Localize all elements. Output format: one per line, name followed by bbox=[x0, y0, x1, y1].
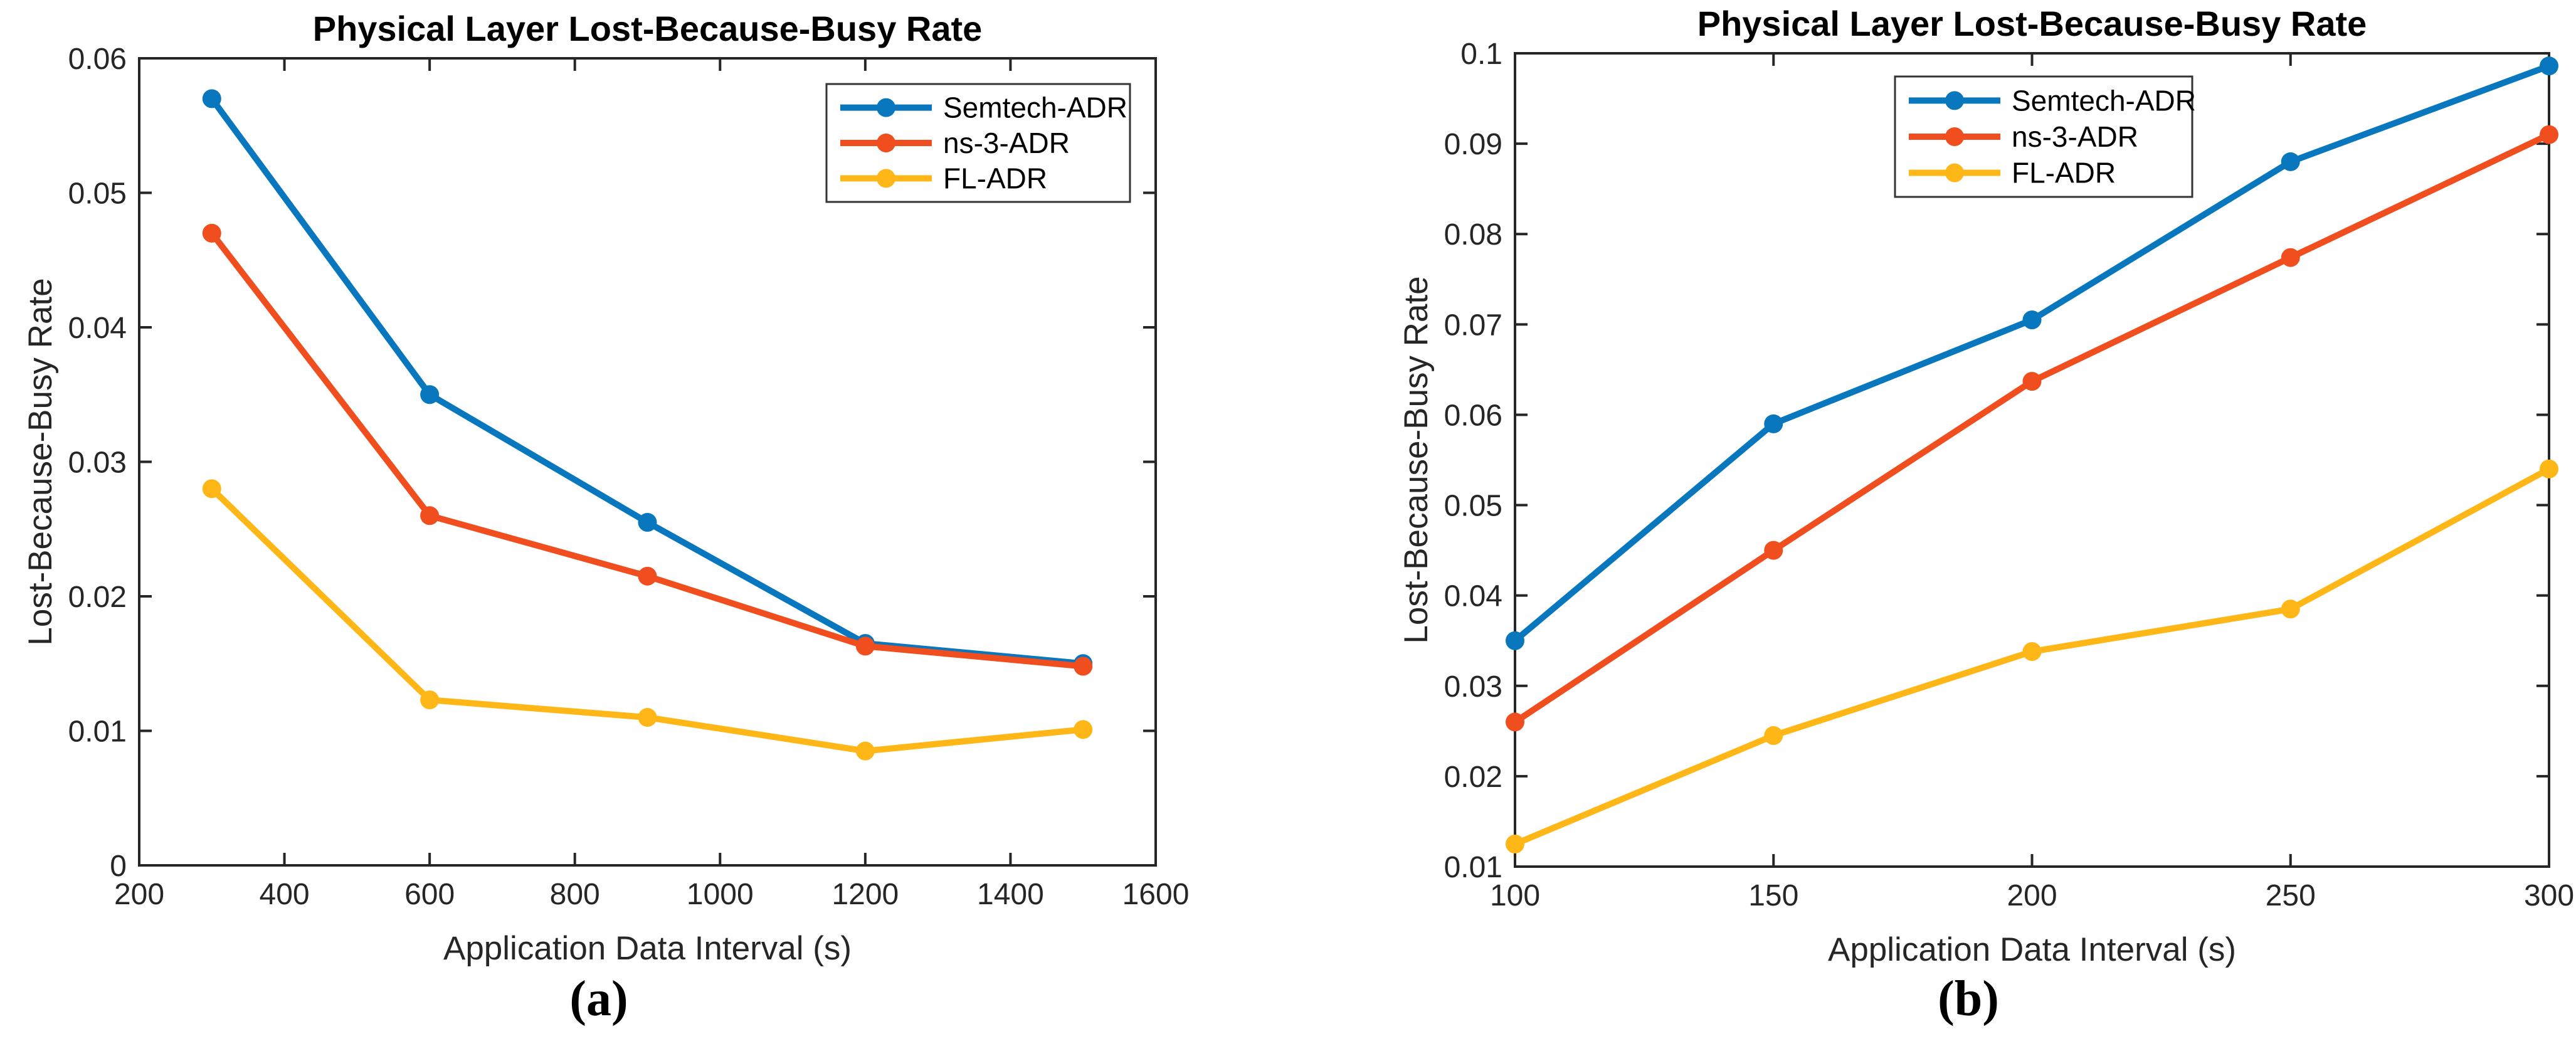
legend-label: ns-3-ADR bbox=[943, 127, 1070, 159]
x-tick-label: 400 bbox=[260, 878, 310, 911]
data-point-FL-ADR bbox=[638, 708, 657, 727]
x-axis-label: Application Data Interval (s) bbox=[1828, 931, 2236, 968]
chart-title: Physical Layer Lost-Because-Busy Rate bbox=[1697, 4, 2367, 43]
legend-item-FL-ADR: FL-ADR bbox=[1909, 157, 2116, 189]
x-tick-label: 1600 bbox=[1122, 878, 1190, 911]
y-tick-label: 0.04 bbox=[1444, 580, 1502, 613]
y-tick-label: 0.06 bbox=[1444, 399, 1502, 432]
data-point-ns-3-ADR bbox=[1506, 712, 1524, 732]
legend-label: FL-ADR bbox=[943, 162, 1047, 194]
x-tick-label: 800 bbox=[550, 878, 600, 911]
data-point-ns-3-ADR bbox=[638, 566, 657, 586]
series-line-ns-3-ADR bbox=[208, 230, 1087, 670]
data-point-Semtech-ADR bbox=[202, 89, 221, 108]
y-tick-label: 0 bbox=[110, 850, 127, 883]
y-tick-label: 0.02 bbox=[68, 581, 127, 614]
data-point-FL-ADR bbox=[420, 690, 440, 710]
caption-a: (a) bbox=[569, 971, 628, 1027]
x-tick-label: 1400 bbox=[977, 878, 1044, 911]
y-axis-label: Lost-Because-Busy Rate bbox=[1398, 276, 1435, 643]
data-point-Semtech-ADR bbox=[2540, 56, 2558, 76]
y-tick-label: 0.03 bbox=[68, 446, 127, 480]
caption-b: (b) bbox=[1938, 971, 1999, 1027]
legend-marker bbox=[877, 134, 895, 152]
x-tick-label: 300 bbox=[2524, 879, 2574, 912]
data-point-Semtech-ADR bbox=[2281, 152, 2300, 171]
legend-label: FL-ADR bbox=[2012, 157, 2116, 189]
x-tick-label: 250 bbox=[2266, 879, 2316, 912]
legend-marker bbox=[877, 98, 895, 117]
legend-marker bbox=[877, 169, 895, 188]
legend-item-Semtech-ADR: Semtech-ADR bbox=[840, 92, 1127, 124]
data-point-ns-3-ADR bbox=[2540, 125, 2558, 144]
data-point-Semtech-ADR bbox=[2022, 310, 2042, 330]
legend-item-ns-3-ADR: ns-3-ADR bbox=[840, 127, 1070, 159]
legend-item-Semtech-ADR: Semtech-ADR bbox=[1909, 84, 2196, 117]
x-tick-label: 1000 bbox=[687, 878, 754, 911]
legend-marker bbox=[1945, 163, 1964, 182]
data-point-FL-ADR bbox=[1764, 726, 1783, 746]
data-point-Semtech-ADR bbox=[1506, 631, 1524, 650]
y-tick-label: 0.09 bbox=[1444, 128, 1502, 161]
legend-item-ns-3-ADR: ns-3-ADR bbox=[1909, 120, 2138, 153]
legend-item-FL-ADR: FL-ADR bbox=[840, 162, 1047, 194]
chart-a: 200 400 600 800 1000 1200 1400 1600 0 0.01 0.02 0.0… bbox=[22, 9, 1189, 967]
data-point-Semtech-ADR bbox=[1764, 414, 1783, 433]
data-point-ns-3-ADR bbox=[1764, 541, 1783, 560]
data-point-ns-3-ADR bbox=[855, 636, 875, 656]
y-tick-label: 0.07 bbox=[1444, 309, 1502, 342]
data-point-FL-ADR bbox=[2022, 642, 2042, 662]
y-tick-label: 0.06 bbox=[68, 43, 127, 76]
chart-title: Physical Layer Lost-Because-Busy Rate bbox=[313, 9, 983, 48]
y-tick-label: 0.04 bbox=[68, 312, 127, 345]
x-axis-label: Application Data Interval (s) bbox=[443, 930, 852, 967]
y-tick-label: 0.1 bbox=[1460, 38, 1502, 71]
data-point-ns-3-ADR bbox=[2281, 248, 2300, 267]
y-tick-label: 0.01 bbox=[68, 715, 127, 749]
data-point-FL-ADR bbox=[1506, 834, 1524, 853]
legend-marker bbox=[1945, 127, 1964, 146]
data-point-FL-ADR bbox=[1074, 720, 1093, 739]
data-point-Semtech-ADR bbox=[420, 385, 440, 404]
legend-marker bbox=[1945, 91, 1964, 110]
x-tick-label: 200 bbox=[114, 878, 164, 911]
data-point-ns-3-ADR bbox=[202, 223, 221, 243]
data-point-ns-3-ADR bbox=[1074, 657, 1093, 676]
data-point-Semtech-ADR bbox=[638, 513, 657, 532]
y-tick-label: 0.08 bbox=[1444, 218, 1502, 251]
x-tick-label: 200 bbox=[2007, 879, 2057, 912]
series-line-ns-3-ADR bbox=[1512, 131, 2552, 726]
y-tick-label: 0.05 bbox=[1444, 490, 1502, 523]
x-tick-label: 150 bbox=[1748, 879, 1798, 912]
y-tick-label: 0.02 bbox=[1444, 761, 1502, 794]
y-tick-label: 0.01 bbox=[1444, 851, 1502, 884]
data-point-ns-3-ADR bbox=[2022, 372, 2042, 391]
legend-label: ns-3-ADR bbox=[2012, 120, 2138, 153]
data-point-FL-ADR bbox=[202, 479, 221, 499]
y-tick-label: 0.05 bbox=[68, 177, 127, 211]
legend-label: Semtech-ADR bbox=[943, 92, 1127, 124]
data-point-FL-ADR bbox=[2540, 459, 2558, 478]
y-tick-label: 0.03 bbox=[1444, 670, 1502, 704]
x-tick-label: 100 bbox=[1490, 879, 1540, 912]
y-axis-label: Lost-Because-Busy Rate bbox=[22, 278, 59, 645]
chart-b: 100 150 200 250 300 0.01 0.02 0.03 0.04 0.05 0.06 0… bbox=[1398, 4, 2574, 968]
data-point-FL-ADR bbox=[2281, 599, 2300, 619]
legend-label: Semtech-ADR bbox=[2012, 84, 2196, 117]
data-point-FL-ADR bbox=[855, 741, 875, 761]
x-tick-label: 600 bbox=[404, 878, 455, 911]
x-tick-label: 1200 bbox=[831, 878, 899, 911]
data-point-ns-3-ADR bbox=[420, 506, 440, 525]
